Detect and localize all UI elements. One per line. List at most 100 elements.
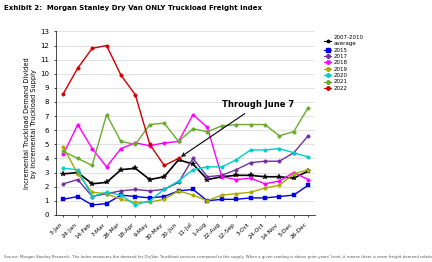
2021: [75, 157, 80, 160]
2021: [219, 124, 224, 128]
2018: [305, 178, 311, 181]
2015: [162, 195, 167, 198]
Line: 2018: 2018: [62, 113, 310, 185]
2015: [61, 198, 66, 201]
2018: [277, 179, 282, 183]
2021: [262, 123, 267, 126]
2017: [277, 160, 282, 163]
2015: [291, 194, 296, 197]
Line: 2007-2010
average: 2007-2010 average: [60, 157, 311, 187]
2007-2010
average: [61, 172, 66, 176]
2017: [219, 174, 224, 177]
Text: Source: Morgan Stanley Research. The index measures the demand for DryVan Truckl: Source: Morgan Stanley Research. The ind…: [4, 255, 432, 259]
Line: 2015: 2015: [62, 183, 310, 207]
2017: [205, 175, 210, 178]
2007-2010
average: [75, 171, 80, 174]
2020: [277, 147, 282, 150]
2021: [61, 150, 66, 153]
2019: [162, 198, 167, 201]
2018: [205, 126, 210, 129]
2020: [234, 158, 239, 161]
2022: [162, 164, 167, 167]
2018: [89, 147, 95, 150]
2021: [176, 140, 181, 143]
2015: [219, 198, 224, 201]
2018: [61, 152, 66, 156]
2007-2010
average: [262, 175, 267, 178]
2007-2010
average: [277, 175, 282, 178]
2019: [219, 194, 224, 197]
2017: [248, 161, 253, 164]
2017: [262, 160, 267, 163]
2015: [176, 189, 181, 192]
2007-2010
average: [89, 182, 95, 185]
2017: [191, 157, 196, 160]
2019: [248, 191, 253, 194]
Line: 2022: 2022: [62, 44, 180, 167]
2007-2010
average: [291, 177, 296, 180]
2015: [248, 196, 253, 199]
2015: [305, 184, 311, 187]
2021: [291, 130, 296, 133]
2015: [147, 196, 152, 199]
2007-2010
average: [205, 178, 210, 181]
2019: [61, 146, 66, 149]
2022: [61, 92, 66, 95]
2022: [75, 67, 80, 70]
Y-axis label: Incremental Truckload Demand Divided
by Incremental Truckload Supply: Incremental Truckload Demand Divided by …: [25, 57, 38, 189]
2017: [133, 188, 138, 191]
2017: [162, 188, 167, 191]
2018: [219, 175, 224, 178]
2020: [75, 168, 80, 171]
2019: [205, 199, 210, 202]
2020: [219, 165, 224, 168]
2007-2010
average: [305, 170, 311, 173]
2018: [291, 171, 296, 174]
2015: [118, 194, 124, 197]
2021: [205, 130, 210, 133]
2021: [89, 164, 95, 167]
2022: [89, 47, 95, 50]
2021: [248, 123, 253, 126]
2018: [118, 147, 124, 150]
2015: [133, 195, 138, 198]
2021: [147, 123, 152, 126]
2021: [191, 127, 196, 130]
2015: [277, 195, 282, 198]
2018: [75, 123, 80, 126]
2021: [305, 106, 311, 109]
2022: [176, 157, 181, 160]
2007-2010
average: [248, 174, 253, 177]
2017: [234, 168, 239, 171]
2007-2010
average: [234, 174, 239, 177]
2018: [162, 141, 167, 144]
Line: 2017: 2017: [62, 134, 310, 198]
2015: [191, 188, 196, 191]
2017: [75, 178, 80, 181]
2017: [104, 192, 109, 195]
2020: [61, 167, 66, 170]
2017: [118, 189, 124, 192]
2019: [104, 192, 109, 195]
Legend: 2007-2010
average, 2015, 2017, 2018, 2019, 2020, 2021, 2022: 2007-2010 average, 2015, 2017, 2018, 201…: [323, 34, 365, 92]
2021: [234, 123, 239, 126]
2019: [118, 198, 124, 201]
2015: [104, 202, 109, 205]
Line: 2019: 2019: [62, 145, 310, 204]
2020: [291, 151, 296, 154]
2015: [262, 196, 267, 199]
2019: [305, 168, 311, 171]
2018: [262, 182, 267, 185]
2017: [291, 151, 296, 154]
2018: [248, 177, 253, 180]
2021: [104, 113, 109, 116]
2019: [277, 184, 282, 187]
Text: Exhibit 2:  Morgan Stanley Dry Van ONLY Truckload Freight Index: Exhibit 2: Morgan Stanley Dry Van ONLY T…: [4, 5, 262, 11]
2018: [133, 141, 138, 144]
2019: [89, 191, 95, 194]
2020: [147, 199, 152, 202]
2022: [133, 93, 138, 96]
2018: [191, 113, 196, 116]
2020: [133, 203, 138, 206]
Line: 2021: 2021: [62, 106, 310, 167]
